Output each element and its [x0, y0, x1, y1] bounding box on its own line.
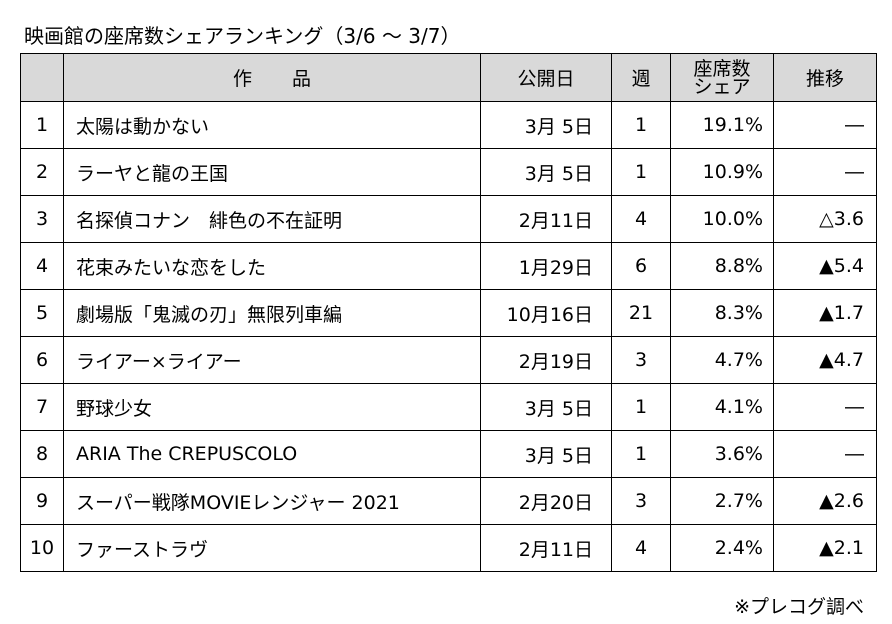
title-cell: ラーヤと龍の王国	[63, 148, 481, 196]
release-cell: 2月11日	[480, 524, 612, 572]
header-share-line2: シェア	[693, 75, 751, 98]
share-cell: 10.0%	[670, 195, 774, 243]
release-cell: 3月 5日	[480, 101, 612, 149]
table-row: 1 太陽は動かない 3月 5日 1 19.1% ―	[20, 101, 877, 149]
header-title: 作品	[63, 53, 481, 102]
rank-cell: 5	[20, 289, 64, 337]
rank-cell: 8	[20, 430, 64, 478]
ranking-table: 作品 公開日 週 座席数 シェア 推移 1 太陽は動かない 3月 5日 1 19…	[20, 53, 877, 572]
share-cell: 8.8%	[670, 242, 774, 290]
release-cell: 1月29日	[480, 242, 612, 290]
rank-cell: 6	[20, 336, 64, 384]
share-cell: 4.1%	[670, 383, 774, 431]
release-cell: 3月 5日	[480, 148, 612, 196]
week-cell: 6	[611, 242, 671, 290]
release-cell: 2月20日	[480, 477, 612, 525]
week-cell: 3	[611, 477, 671, 525]
header-trend: 推移	[773, 53, 877, 102]
header-share-line1: 座席数	[693, 57, 751, 80]
table-row: 10 ファーストラヴ 2月11日 4 2.4% ▲2.1	[20, 524, 877, 572]
rank-cell: 9	[20, 477, 64, 525]
table-body: 1 太陽は動かない 3月 5日 1 19.1% ― 2 ラーヤと龍の王国 3月 …	[20, 101, 877, 572]
share-cell: 2.4%	[670, 524, 774, 572]
week-cell: 4	[611, 195, 671, 243]
title-cell: 名探偵コナン 緋色の不在証明	[63, 195, 481, 243]
rank-cell: 3	[20, 195, 64, 243]
week-cell: 1	[611, 383, 671, 431]
title-cell: ライアー×ライアー	[63, 336, 481, 384]
share-cell: 4.7%	[670, 336, 774, 384]
title-cell: 野球少女	[63, 383, 481, 431]
week-cell: 1	[611, 430, 671, 478]
table-row: 5 劇場版「鬼滅の刃」無限列車編 10月16日 21 8.3% ▲1.7	[20, 289, 877, 337]
table-row: 4 花束みたいな恋をした 1月29日 6 8.8% ▲5.4	[20, 242, 877, 290]
share-cell: 10.9%	[670, 148, 774, 196]
title-cell: 太陽は動かない	[63, 101, 481, 149]
title-cell: ファーストラヴ	[63, 524, 481, 572]
page-title: 映画館の座席数シェアランキング（3/6 ～ 3/7）	[24, 24, 461, 48]
table-row: 8 ARIA The CREPUSCOLO 3月 5日 1 3.6% ―	[20, 430, 877, 478]
header-row: 作品 公開日 週 座席数 シェア 推移	[20, 53, 877, 102]
week-cell: 1	[611, 101, 671, 149]
week-cell: 1	[611, 148, 671, 196]
title-cell: 劇場版「鬼滅の刃」無限列車編	[63, 289, 481, 337]
title-cell: 花束みたいな恋をした	[63, 242, 481, 290]
table-header: 作品 公開日 週 座席数 シェア 推移	[20, 53, 877, 102]
trend-cell: ▲2.6	[773, 477, 877, 525]
rank-cell: 4	[20, 242, 64, 290]
table-row: 7 野球少女 3月 5日 1 4.1% ―	[20, 383, 877, 431]
header-share: 座席数 シェア	[670, 53, 774, 102]
title-cell: ARIA The CREPUSCOLO	[63, 430, 481, 478]
trend-cell: △3.6	[773, 195, 877, 243]
table-row: 2 ラーヤと龍の王国 3月 5日 1 10.9% ―	[20, 148, 877, 196]
week-cell: 4	[611, 524, 671, 572]
table-row: 6 ライアー×ライアー 2月19日 3 4.7% ▲4.7	[20, 336, 877, 384]
header-release: 公開日	[480, 53, 612, 102]
trend-cell: ―	[773, 383, 877, 431]
rank-cell: 2	[20, 148, 64, 196]
release-cell: 10月16日	[480, 289, 612, 337]
trend-cell: ▲5.4	[773, 242, 877, 290]
share-cell: 8.3%	[670, 289, 774, 337]
trend-cell: ―	[773, 148, 877, 196]
share-cell: 19.1%	[670, 101, 774, 149]
share-cell: 2.7%	[670, 477, 774, 525]
header-week: 週	[611, 53, 671, 102]
week-cell: 21	[611, 289, 671, 337]
rank-cell: 1	[20, 101, 64, 149]
trend-cell: ▲1.7	[773, 289, 877, 337]
trend-cell: ▲4.7	[773, 336, 877, 384]
release-cell: 2月11日	[480, 195, 612, 243]
release-cell: 3月 5日	[480, 383, 612, 431]
table-row: 9 スーパー戦隊MOVIEレンジャー 2021 2月20日 3 2.7% ▲2.…	[20, 477, 877, 525]
trend-cell: ―	[773, 101, 877, 149]
release-cell: 3月 5日	[480, 430, 612, 478]
rank-cell: 7	[20, 383, 64, 431]
source-note: ※プレコグ調べ	[734, 596, 864, 618]
title-cell: スーパー戦隊MOVIEレンジャー 2021	[63, 477, 481, 525]
week-cell: 3	[611, 336, 671, 384]
trend-cell: ▲2.1	[773, 524, 877, 572]
table-row: 3 名探偵コナン 緋色の不在証明 2月11日 4 10.0% △3.6	[20, 195, 877, 243]
trend-cell: ―	[773, 430, 877, 478]
share-cell: 3.6%	[670, 430, 774, 478]
release-cell: 2月19日	[480, 336, 612, 384]
rank-cell: 10	[20, 524, 64, 572]
header-rank	[20, 53, 64, 102]
